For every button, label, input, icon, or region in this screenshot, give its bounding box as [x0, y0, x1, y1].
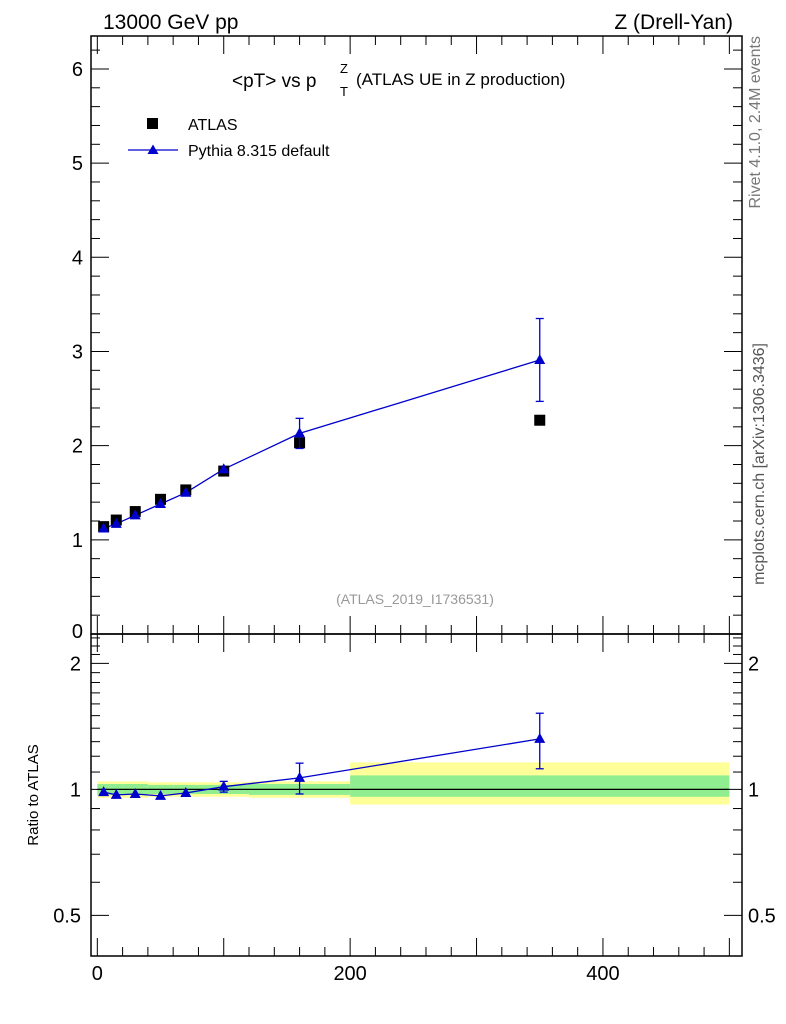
- legend-mc-label: Pythia 8.315 default: [188, 143, 330, 160]
- mc-point: [129, 509, 141, 520]
- ratio-axis-ticks: [91, 634, 742, 957]
- ratio-mc-point: [534, 732, 546, 743]
- mc-point: [110, 517, 122, 528]
- title-main: <pT> vs p: [232, 71, 317, 92]
- main-y-tick-labels: 1 2 3 4 5 6 0: [72, 59, 83, 643]
- ratio-data-layer: [98, 712, 546, 800]
- mc-point: [98, 522, 110, 533]
- y-tick-label: 4: [72, 247, 83, 269]
- title-sub: T: [340, 84, 348, 99]
- mc-line: [103, 359, 540, 530]
- x-tick-label: 400: [586, 963, 619, 985]
- ratio-mc-point: [98, 786, 110, 797]
- ratio-mc-point: [110, 788, 122, 799]
- ratio-y-tick-labels: 0.5 0.5 1 1 2 2: [53, 653, 776, 927]
- mc-point: [218, 463, 230, 474]
- header-energy: 13000 GeV pp: [103, 11, 238, 34]
- header-process: Z (Drell-Yan): [614, 11, 733, 34]
- ratio-bands: [97, 762, 730, 805]
- main-axis-ticks: [91, 36, 742, 635]
- ratio-mc-point: [129, 787, 141, 798]
- main-panel: 1 2 3 4 5 6 0 <pT> vs p Z T (ATLAS UE in Z pro…: [72, 35, 743, 643]
- ratio-y-tick-label: 0.5: [53, 905, 81, 927]
- ratio-frame: [90, 633, 743, 957]
- main-data-layer: [98, 317, 546, 533]
- x-tick-label: 200: [333, 963, 366, 985]
- ratio-y-tick-label-right: 0.5: [748, 905, 776, 927]
- ratio-y-tick-label-right: 1: [748, 779, 759, 801]
- ratio-y-tick-label: 1: [70, 779, 81, 801]
- ratio-mc-point: [180, 787, 192, 798]
- mcplots-label: mcplots.cern.ch [arXiv:1306.3436]: [751, 343, 768, 585]
- mc-point: [294, 427, 306, 438]
- legend-data-marker: [147, 118, 158, 129]
- y-tick-label: 3: [72, 341, 83, 363]
- mc-point: [180, 486, 192, 497]
- y-tick-label: 5: [72, 153, 83, 175]
- title-sup: Z: [340, 61, 348, 76]
- ratio-y-tick-label: 2: [70, 653, 81, 675]
- y-tick-label-zero: 0: [72, 621, 83, 643]
- legend-mc-marker: [147, 144, 159, 154]
- x-tick-labels: 0 200 400: [92, 963, 620, 985]
- data-point: [534, 414, 546, 426]
- ratio-mc-point: [155, 789, 167, 800]
- plot-title: <pT> vs p Z T (ATLAS UE in Z production): [232, 61, 565, 99]
- ratio-mc-point: [294, 771, 306, 782]
- ratio-mc-point: [218, 780, 230, 791]
- rivet-label: Rivet 4.1.0, 2.4M events: [747, 36, 764, 209]
- ratio-y-axis-label: Ratio to ATLAS: [25, 744, 42, 845]
- y-tick-label: 6: [72, 59, 83, 81]
- ratio-band-inner: [350, 775, 730, 797]
- legend: ATLAS Pythia 8.315 default: [128, 117, 330, 160]
- mc-point: [534, 353, 546, 364]
- mc-point: [155, 498, 167, 509]
- legend-data-label: ATLAS: [188, 117, 238, 134]
- analysis-watermark: (ATLAS_2019_I1736531): [336, 591, 494, 607]
- x-tick-label: 0: [92, 963, 103, 985]
- ratio-panel: 0.5 0.5 1 1 2 2 Ratio to ATLAS: [25, 633, 776, 957]
- ratio-y-tick-label-right: 2: [748, 653, 759, 675]
- y-tick-label: 1: [72, 530, 83, 552]
- y-tick-label: 2: [72, 436, 83, 458]
- title-rest: (ATLAS UE in Z production): [356, 70, 565, 89]
